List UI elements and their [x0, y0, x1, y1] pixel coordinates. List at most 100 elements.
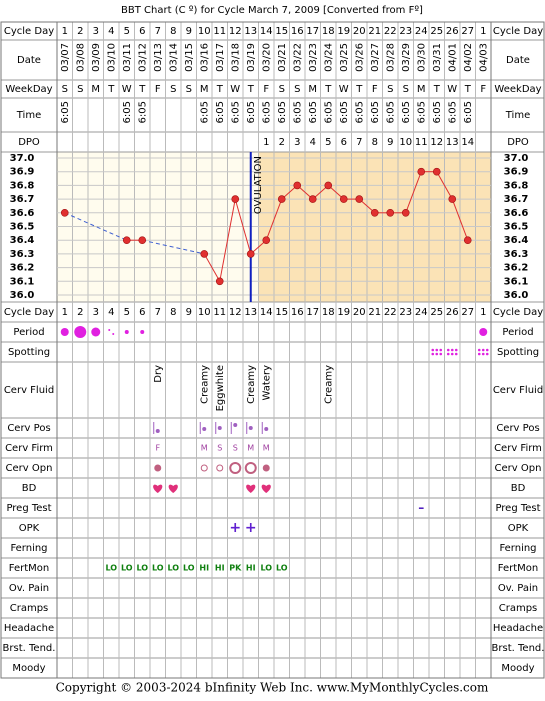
row-label-right: DPO	[507, 137, 529, 148]
dpo: 10	[399, 137, 412, 148]
cerv-pos-icon	[155, 429, 160, 433]
cycle-day: 23	[399, 307, 412, 318]
dpo: 4	[310, 137, 316, 148]
date: 03/08	[75, 43, 86, 72]
date: 03/09	[91, 43, 102, 72]
row-label-right: Cycle Day	[493, 307, 543, 318]
cycle-day: 4	[108, 307, 114, 318]
cycle-day: 9	[186, 307, 192, 318]
y-tick-label-right: 36.9	[504, 167, 529, 178]
cycle-day: 22	[384, 26, 397, 37]
spotting-icon	[454, 352, 458, 356]
cycle-day: 3	[93, 307, 99, 318]
y-tick-label: 36.0	[10, 290, 35, 301]
chart-title: BBT Chart (C º) for Cycle March 7, 2009 …	[121, 5, 423, 16]
fertmon: LO	[136, 564, 148, 573]
row-label: Moody	[12, 663, 45, 674]
cycle-day: 5	[124, 307, 130, 318]
spotting-icon	[481, 348, 485, 352]
date: 03/12	[137, 43, 148, 72]
time: 6:05	[292, 101, 303, 123]
row-label-right: Preg Test	[495, 503, 540, 514]
y-tick-label: 36.7	[10, 194, 35, 205]
cycle-day: 21	[368, 26, 381, 37]
row-label-right: Spotting	[497, 347, 539, 358]
cycle-day: 14	[260, 307, 273, 318]
weekday: W	[122, 84, 132, 95]
fertmon: LO	[105, 564, 117, 573]
row-label-right: Headache	[493, 623, 543, 634]
cycle-day: 5	[124, 26, 130, 37]
weekday: T	[107, 84, 115, 95]
time: 6:05	[416, 101, 427, 123]
row-label: Ov. Pain	[9, 583, 49, 594]
spotting-icon	[477, 352, 481, 356]
cycle-day: 16	[291, 26, 304, 37]
cycle-day: 18	[322, 307, 335, 318]
temp-point	[308, 195, 317, 203]
time: 6:05	[447, 101, 458, 123]
cycle-day: 9	[186, 26, 192, 37]
y-tick-label-right: 36.3	[504, 249, 529, 260]
spotting-icon	[485, 352, 489, 356]
y-tick-label-right: 36.8	[504, 180, 529, 191]
dpo: 11	[415, 137, 428, 148]
time: 6:05	[385, 101, 396, 123]
temp-point	[417, 167, 426, 176]
date: 03/29	[401, 43, 412, 72]
row-label: Cerv Opn	[6, 463, 53, 474]
period-icon	[140, 330, 145, 334]
period-icon	[60, 328, 69, 336]
weekday: T	[433, 84, 441, 95]
preg-test: –	[418, 501, 424, 515]
ovulation-label: OVULATION	[253, 156, 264, 214]
bd-heart	[246, 484, 256, 493]
spotting-icon	[454, 348, 458, 352]
outer-border	[0, 21, 545, 679]
fertmon: LO	[152, 564, 164, 573]
cerv-opn-icon	[154, 464, 162, 472]
cycle-day: 25	[430, 307, 443, 318]
date: 03/14	[168, 43, 179, 72]
date: 03/28	[385, 43, 396, 72]
temp-point	[246, 250, 255, 258]
weekday: S	[294, 84, 300, 95]
y-tick-label: 36.5	[10, 222, 35, 233]
weekday: S	[387, 84, 393, 95]
y-tick-label: 36.9	[10, 167, 35, 178]
weekday: T	[355, 84, 363, 95]
spotting-icon	[439, 352, 443, 356]
time: 6:05	[339, 101, 350, 123]
row-label-right: Moody	[501, 663, 534, 674]
cycle-day: 20	[353, 307, 366, 318]
row-label-right: WeekDay	[494, 84, 541, 95]
weekday: F	[372, 84, 378, 95]
date: 03/26	[354, 43, 365, 72]
time: 6:05	[122, 101, 133, 123]
cerv-pos-icon	[217, 426, 222, 430]
spotting-icon	[439, 348, 443, 352]
fertmon: HI	[246, 564, 256, 573]
weekday: T	[464, 84, 472, 95]
time: 6:05	[432, 101, 443, 123]
temp-line-gap	[142, 239, 205, 255]
fertmon: LO	[183, 564, 195, 573]
row-label-right: Period	[502, 327, 533, 338]
cerv-opn-icon	[216, 464, 224, 472]
cycle-day: 15	[275, 26, 288, 37]
row-label: FertMon	[9, 563, 49, 574]
y-tick-label-right: 36.6	[504, 208, 529, 219]
cycle-day: 17	[306, 26, 319, 37]
temp-line-gap	[64, 212, 127, 241]
period-icon	[112, 333, 115, 335]
row-label-right: OPK	[508, 523, 529, 534]
spotting-icon	[431, 348, 435, 352]
row-label: Brst. Tend.	[3, 643, 56, 654]
cycle-day: 24	[415, 307, 428, 318]
cycle-day: 7	[155, 307, 161, 318]
cycle-day: 2	[77, 26, 83, 37]
weekday: S	[77, 84, 83, 95]
row-label: Cramps	[10, 603, 49, 614]
weekday: S	[62, 84, 68, 95]
y-tick-label: 36.6	[10, 208, 35, 219]
